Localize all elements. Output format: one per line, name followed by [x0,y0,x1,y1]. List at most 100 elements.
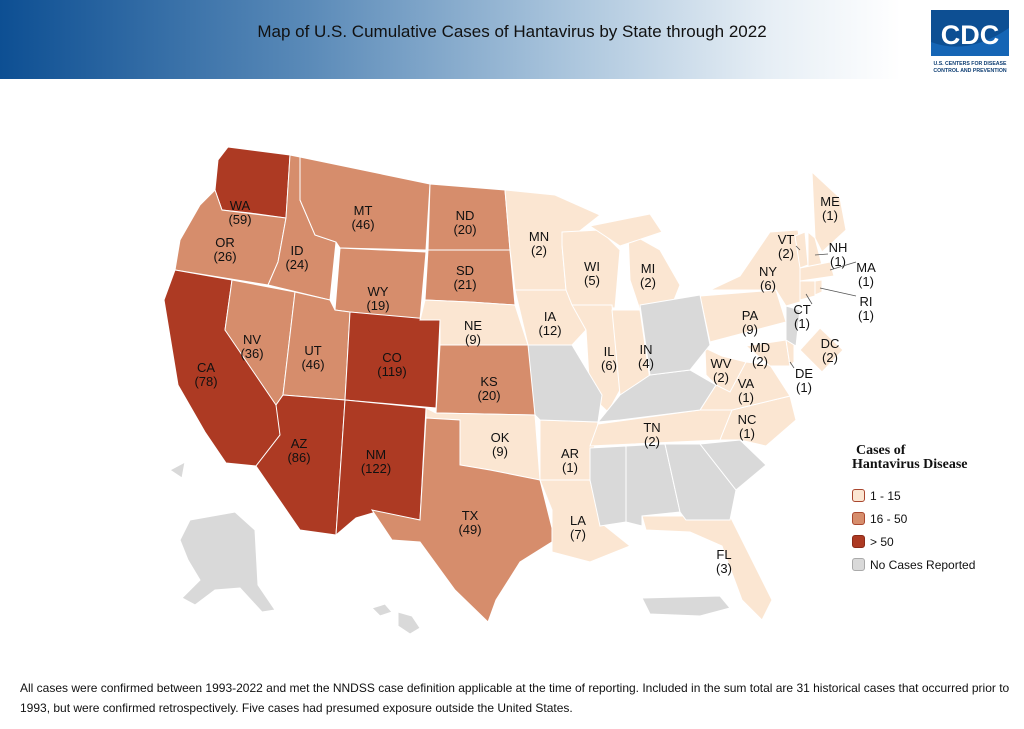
state-ms[interactable] [589,445,627,527]
legend: Cases of Hantavirus Disease 1 - 15 16 - … [852,444,1022,576]
legend-swatch [852,512,865,525]
state-mi[interactable] [588,213,681,311]
state-label-cases: (19) [366,298,389,313]
state-shape[interactable] [799,261,835,282]
state-shape[interactable] [699,439,767,491]
state-label-abbr: VA [738,376,755,391]
state-label-cases: (9) [492,444,508,459]
state-ky[interactable] [596,369,717,423]
state-label-abbr: KS [480,374,498,389]
state-label-cases: (1) [858,274,874,289]
label-leader-line [805,293,813,305]
state-label-abbr: DC [821,336,840,351]
legend-label: 16 - 50 [870,511,908,526]
legend-title: Cases of Hantavirus Disease [852,444,1022,472]
state-label-abbr: MD [750,340,770,355]
state-shape[interactable] [370,417,556,623]
footnote: All cases were confirmed between 1993-20… [20,681,1010,715]
legend-label: 1 - 15 [870,488,901,503]
state-label-cases: (2) [531,243,547,258]
state-label-cases: (9) [742,322,758,337]
state-me[interactable] [811,170,847,253]
state-oh[interactable] [639,294,711,376]
state-shape[interactable] [799,327,844,373]
state-ri[interactable] [814,279,823,296]
legend-label: No Cases Reported [870,557,976,572]
state-shape[interactable] [639,294,711,376]
state-hi[interactable] [371,603,421,635]
state-shape[interactable] [704,347,747,393]
state-shape[interactable] [799,280,816,301]
label-leader-line [789,361,795,369]
state-label-cases: (20) [453,222,476,237]
state-label-cases: (1) [794,316,810,331]
state-shape[interactable] [589,445,627,527]
state-tx[interactable] [370,417,556,623]
state-ma[interactable] [799,261,835,282]
legend-item-low: 1 - 15 [852,484,1022,507]
state-ia[interactable] [514,289,587,346]
page-title: Map of U.S. Cumulative Cases of Hantavir… [257,22,767,41]
legend-swatch [852,535,865,548]
state-shape[interactable] [641,515,773,621]
state-shape[interactable] [214,146,291,219]
state-shape[interactable] [641,595,731,617]
state-label-abbr: WA [230,198,251,213]
state-shape[interactable] [588,213,663,247]
state-shape[interactable] [811,170,847,253]
state-label-abbr: NY [759,264,777,279]
state-label-abbr: UT [304,343,321,358]
state-shape[interactable] [785,305,801,347]
state-label-cases: (49) [458,522,481,537]
legend-swatch [852,558,865,571]
state-shape[interactable] [371,603,393,617]
state-shape[interactable] [814,279,823,296]
state-label-abbr: NE [464,318,482,333]
state-label-abbr: WI [584,259,600,274]
state-label-cases: (21) [453,277,476,292]
state-wv[interactable] [704,347,747,393]
state-label-cases: (2) [822,350,838,365]
state-label-cases: (1) [796,380,812,395]
state-label-cases: (2) [640,275,656,290]
state-label-abbr: CO [382,350,402,365]
state-shape[interactable] [514,289,587,346]
label-leader-line [814,253,829,256]
state-label-cases: (119) [377,364,406,379]
state-label-abbr: MT [354,203,373,218]
state-fl[interactable] [641,515,773,621]
state-ct[interactable] [799,280,816,301]
svg-text:CDC: CDC [941,20,1000,50]
state-pr[interactable] [641,595,731,617]
state-shape[interactable] [397,611,421,635]
state-label-cases: (1) [562,460,578,475]
label-leader-line [795,245,801,251]
state-label-abbr: LA [570,513,586,528]
state-dc[interactable] [799,327,844,373]
state-label-cases: (24) [285,257,308,272]
state-label-abbr: MA [856,260,876,275]
state-label-cases: (122) [361,461,391,476]
state-label-cases: (2) [752,354,768,369]
state-shape[interactable] [596,369,717,423]
cdc-logo: CDC U.S. CENTERS FOR DISEASE CONTROL AND… [931,10,1009,74]
state-wa[interactable] [214,146,291,219]
state-label-cases: (1) [738,390,754,405]
state-label-cases: (7) [570,527,586,542]
state-label-cases: (36) [240,346,263,361]
state-shape[interactable] [179,511,276,613]
state-sc[interactable] [699,439,767,491]
state-nj[interactable] [785,305,801,347]
legend-label: > 50 [870,534,894,549]
header-banner: Map of U.S. Cumulative Cases of Hantavir… [0,0,1024,79]
state-label-cases: (4) [638,356,654,371]
state-shape[interactable] [169,461,186,479]
state-label-abbr: OR [215,235,235,250]
state-label-abbr: NM [366,447,386,462]
svg-text:U.S. CENTERS FOR DISEASE: U.S. CENTERS FOR DISEASE [934,61,1007,67]
state-label-abbr: MI [641,261,655,276]
state-label-abbr: DE [795,366,813,381]
state-label-abbr: ID [291,243,304,258]
state-ak[interactable] [169,461,276,613]
state-label-abbr: NH [829,240,848,255]
